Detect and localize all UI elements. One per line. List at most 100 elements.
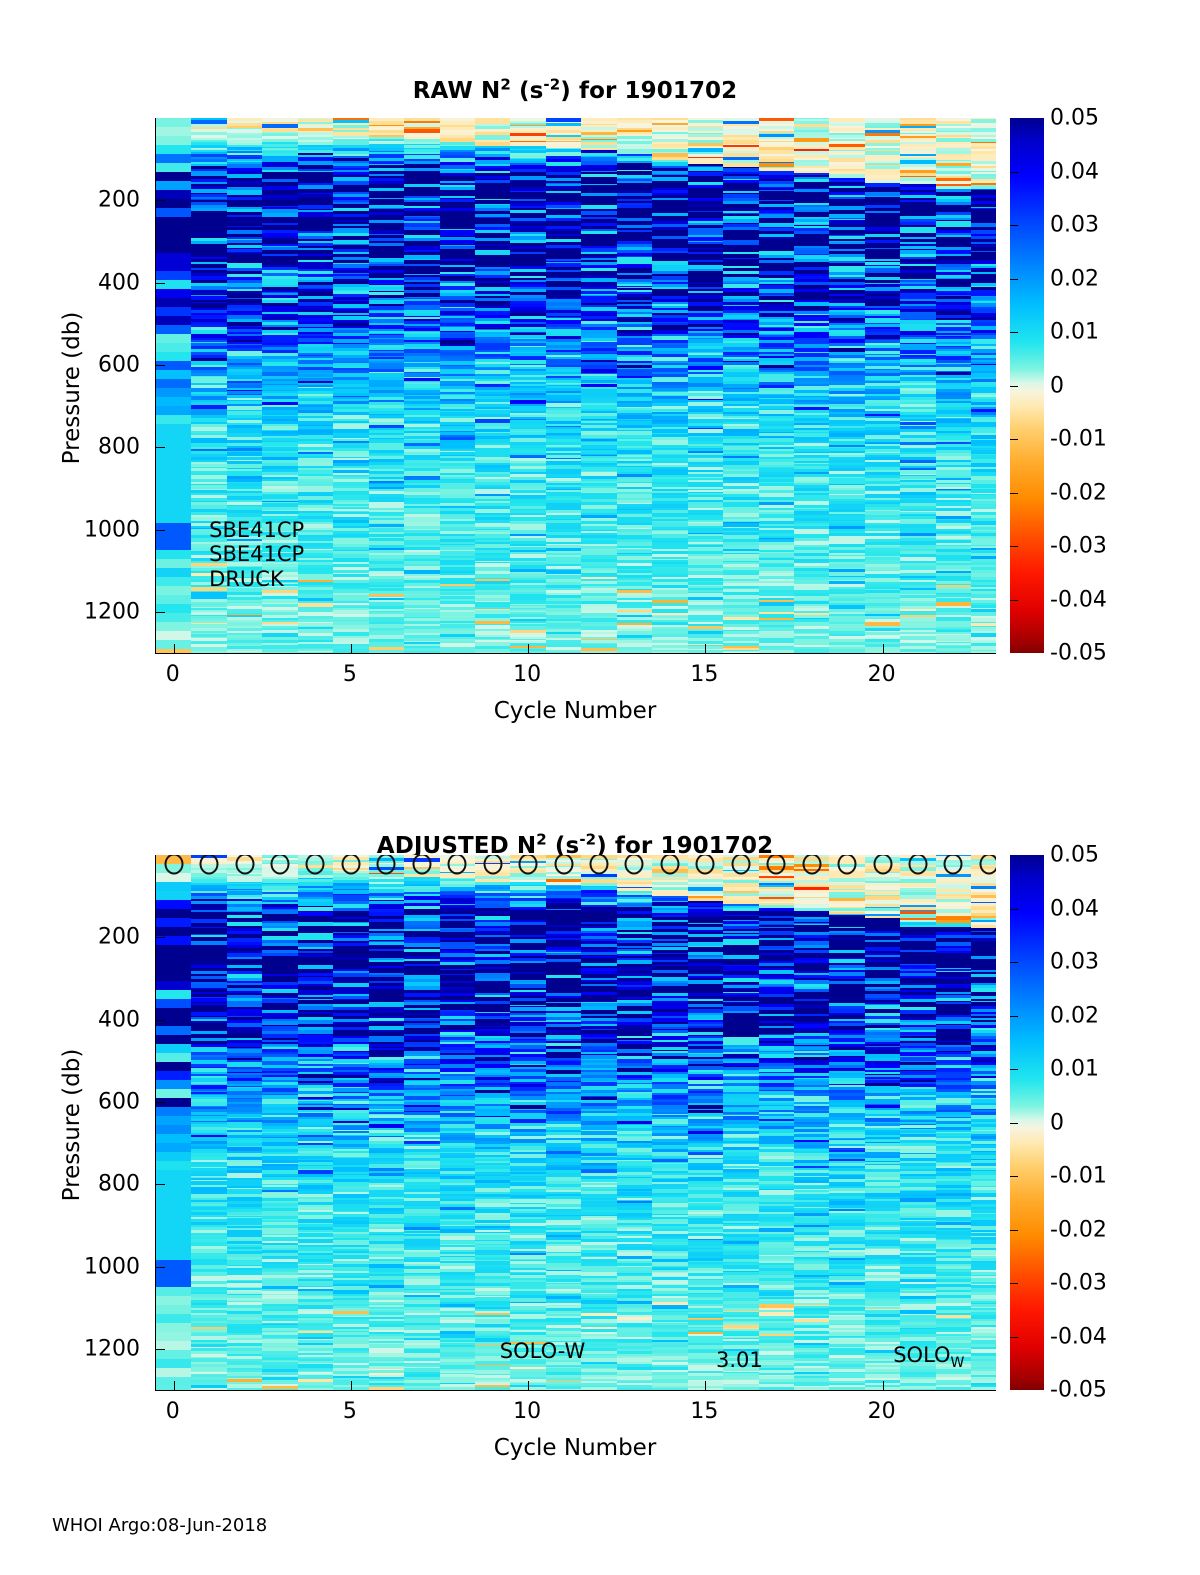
heatmap-cell [226, 476, 263, 480]
heatmap-cell [226, 359, 263, 364]
heatmap-cell [297, 489, 334, 494]
heatmap-cell [226, 122, 263, 127]
heatmap-cell [368, 579, 405, 584]
heatmap-cell [156, 397, 193, 407]
heatmap-cell [191, 468, 228, 473]
heatmap-cell [333, 544, 370, 549]
heatmap-cell [191, 399, 228, 403]
heatmap-cell [297, 619, 334, 623]
heatmap-cell [368, 295, 405, 299]
heatmap-cell [297, 119, 334, 123]
heatmap-cell [191, 479, 228, 484]
heatmap-cell [333, 358, 370, 363]
heatmap-cell [333, 453, 370, 458]
heatmap-cell [333, 156, 370, 159]
raw-y-tick-labels: 200 400 600 800 1000 1200 [30, 118, 140, 653]
heatmap-cell [226, 385, 263, 389]
heatmap-cell [333, 236, 370, 240]
heatmap-cell [333, 592, 370, 596]
heatmap-cell [368, 140, 405, 143]
heatmap-cell [333, 264, 370, 269]
heatmap-cell [262, 260, 299, 263]
heatmap-cell [368, 175, 405, 179]
heatmap-cell [333, 628, 370, 634]
heatmap-cell [333, 604, 370, 608]
heatmap-cell [368, 243, 405, 247]
heatmap-cell [333, 383, 370, 388]
heatmap-cell [297, 222, 334, 226]
heatmap-cell [191, 253, 228, 258]
heatmap-cell [262, 393, 299, 397]
heatmap-cell [262, 632, 299, 638]
heatmap-cell [226, 318, 263, 323]
heatmap-cell [404, 118, 441, 120]
heatmap-cell [333, 151, 370, 155]
heatmap-cell [297, 568, 334, 571]
heatmap-cell [297, 642, 334, 645]
heatmap-cell [368, 558, 405, 562]
raw-heatmap-plot[interactable]: SBE41CP SBE41CP DRUCK [155, 118, 996, 654]
heatmap-cell [297, 495, 334, 501]
heatmap-cell [297, 377, 334, 382]
heatmap-cell [262, 149, 299, 152]
heatmap-cell [368, 337, 405, 341]
heatmap-cell [368, 348, 405, 351]
heatmap-cell [368, 118, 405, 122]
heatmap-cell [191, 175, 228, 180]
heatmap-cell [226, 184, 263, 189]
heatmap-cell [191, 139, 228, 143]
heatmap-cell [262, 619, 299, 623]
heatmap-cell [297, 137, 334, 141]
y-tick-label: 200 [98, 187, 140, 213]
heatmap-cell [297, 148, 334, 152]
heatmap-cell [474, 652, 512, 653]
heatmap-cell [226, 203, 263, 209]
heatmap-cell [226, 150, 263, 154]
heatmap-cell [368, 261, 405, 266]
heatmap-cell [333, 482, 370, 487]
heatmap-cell [368, 641, 405, 647]
heatmap-cell [297, 321, 334, 325]
heatmap-cell [226, 600, 263, 603]
heatmap-cell [333, 538, 370, 543]
heatmap-cell [262, 621, 299, 625]
heatmap-cell [226, 211, 263, 216]
heatmap-cell [297, 600, 334, 604]
heatmap-cell [191, 128, 228, 133]
heatmap-cell [262, 493, 299, 496]
heatmap-cell [191, 599, 228, 603]
heatmap-cell [333, 137, 370, 141]
heatmap-cell [297, 239, 334, 242]
heatmap-cell [333, 506, 370, 509]
heatmap-cell [333, 570, 370, 574]
heatmap-cell [262, 253, 299, 257]
heatmap-cell [191, 467, 228, 469]
heatmap-cell [545, 651, 582, 653]
heatmap-cell [226, 493, 263, 497]
heatmap-cell [226, 576, 263, 580]
heatmap-cell [226, 375, 263, 380]
heatmap-cell [191, 349, 228, 353]
heatmap-cell [262, 645, 299, 649]
heatmap-cell [297, 586, 334, 591]
heatmap-cell [262, 273, 299, 277]
heatmap-cell [297, 652, 334, 653]
heatmap-cell [368, 376, 405, 382]
heatmap-cell [262, 380, 299, 385]
heatmap-cell [226, 520, 263, 523]
heatmap-cell [368, 309, 405, 312]
heatmap-cell [226, 398, 263, 401]
heatmap-cell [191, 272, 228, 277]
heatmap-cell [368, 335, 405, 339]
heatmap-cell [191, 377, 228, 381]
heatmap-cell [191, 566, 228, 569]
heatmap-cell [226, 200, 263, 203]
heatmap-cell [226, 422, 263, 426]
heatmap-cell [226, 234, 263, 238]
heatmap-cell [262, 551, 299, 554]
heatmap-cell [333, 414, 370, 419]
heatmap-cell [297, 414, 334, 417]
heatmap-cell [297, 397, 334, 403]
heatmap-cell [156, 307, 193, 317]
heatmap-cell [226, 146, 263, 151]
